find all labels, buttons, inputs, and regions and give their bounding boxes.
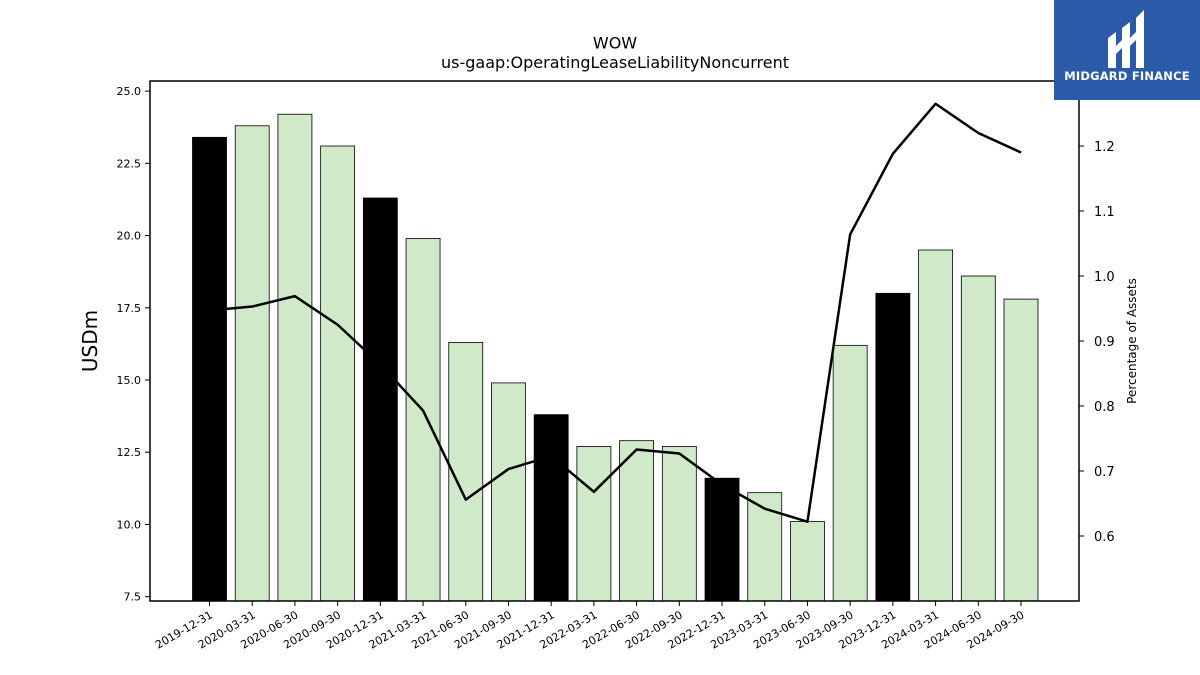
y-tick-label-25.0: 25.0: [117, 85, 142, 98]
bar-2021-03-31: [405, 238, 441, 602]
bar-2020-03-31: [234, 125, 270, 602]
left-axis: 7.5 10.0 12.5 15.0 17.5 20.0 22.5 25.0: [117, 85, 150, 604]
y-tick-label-17.5: 17.5: [117, 302, 142, 315]
y-tick-label-15.0: 15.0: [117, 374, 142, 387]
bar-2022-03-31: [576, 446, 612, 602]
bar-2023-09-30: [832, 344, 868, 602]
brand-logo: MIDGARD FINANCE: [1054, 0, 1200, 100]
bar-2020-06-30: [277, 113, 313, 602]
bar-2021-12-31: [533, 414, 569, 602]
y2-tick-label-1.1: 1.1: [1094, 205, 1115, 220]
right-axis: 0.6 0.7 0.8 0.9 1.0 1.1 1.2: [1079, 140, 1115, 545]
brand-logo-text: MIDGARD FINANCE: [1064, 69, 1190, 83]
chart-subtitle: us-gaap:OperatingLeaseLiabilityNoncurren…: [441, 53, 789, 72]
y-tick-label-10.0: 10.0: [117, 518, 142, 531]
y-tick-label-12.5: 12.5: [117, 446, 142, 459]
y2-tick-label-1.0: 1.0: [1094, 270, 1115, 285]
bar-2021-09-30: [491, 382, 526, 602]
chart-title: WOW: [593, 34, 637, 53]
bar-2022-09-30: [661, 446, 697, 602]
x-axis: 2019-12-312020-03-312020-06-302020-09-30…: [153, 601, 1027, 652]
bar-2023-12-31: [875, 292, 911, 602]
bar-2024-09-30: [1003, 298, 1039, 602]
y2-tick-label-0.6: 0.6: [1094, 530, 1115, 545]
bar-2023-03-31: [747, 492, 783, 602]
brand-mark-icon: [1108, 10, 1144, 68]
bar-2024-06-30: [960, 275, 996, 602]
y-axis-label: USDm: [78, 310, 102, 372]
bar-2019-12-31: [192, 136, 227, 602]
y2-tick-label-1.2: 1.2: [1094, 140, 1115, 155]
y-tick-label-20.0: 20.0: [117, 230, 142, 243]
bars-layer: [192, 113, 1039, 602]
bar-2020-09-30: [320, 145, 356, 602]
bar-2021-06-30: [448, 342, 484, 602]
bar-2024-03-31: [918, 249, 953, 602]
y2-tick-label-0.9: 0.9: [1094, 335, 1115, 350]
bar-2022-06-30: [619, 440, 655, 602]
y-tick-label-7.5: 7.5: [124, 591, 142, 604]
y2-tick-label-0.7: 0.7: [1094, 465, 1115, 480]
y-tick-label-22.5: 22.5: [117, 157, 142, 170]
bar-2022-12-31: [704, 477, 740, 602]
percentage-line: [209, 102, 1022, 523]
y2-tick-label-0.8: 0.8: [1094, 400, 1115, 415]
bar-2020-12-31: [362, 197, 398, 602]
y2-axis-label: Percentage of Assets: [1125, 278, 1139, 404]
line-layer: [209, 102, 1022, 523]
bar-2023-06-30: [790, 521, 825, 602]
